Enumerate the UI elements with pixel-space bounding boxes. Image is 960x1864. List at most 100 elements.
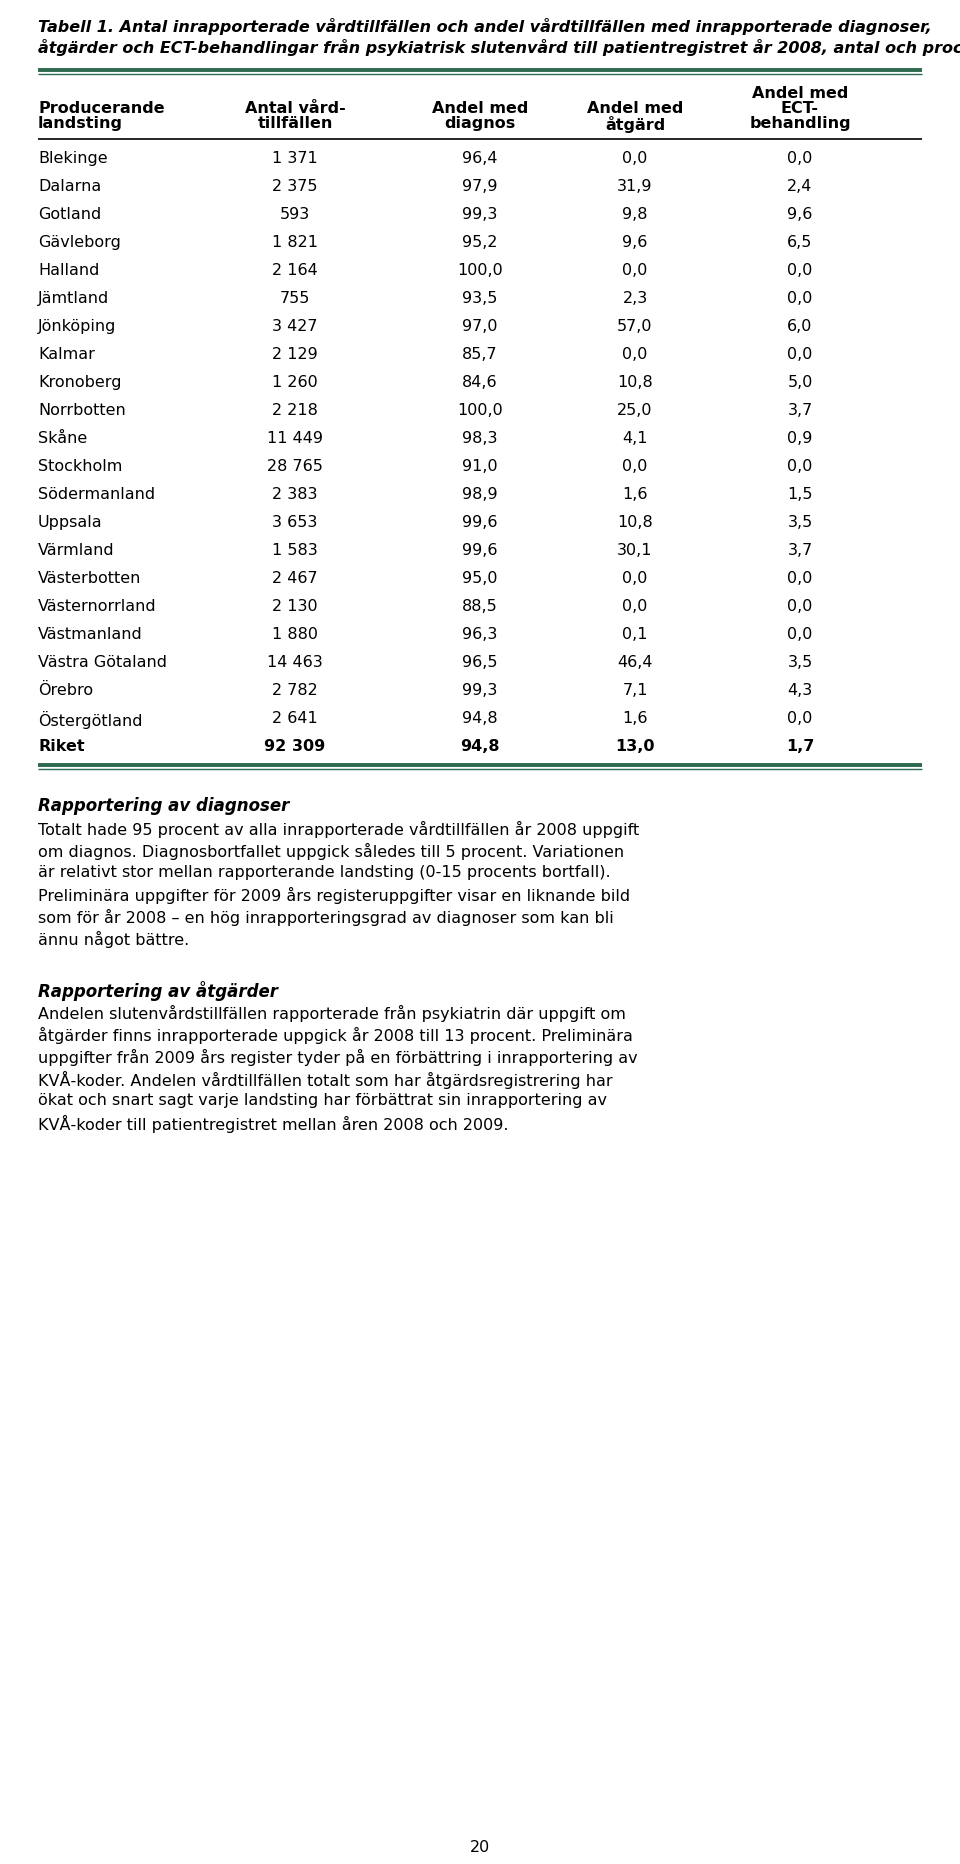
Text: ännu något bättre.: ännu något bättre. (38, 930, 189, 949)
Text: 96,3: 96,3 (463, 626, 497, 641)
Text: 97,9: 97,9 (463, 179, 497, 194)
Text: 1,6: 1,6 (622, 710, 648, 725)
Text: 4,3: 4,3 (787, 682, 812, 697)
Text: 10,8: 10,8 (617, 514, 653, 529)
Text: diagnos: diagnos (444, 116, 516, 130)
Text: 88,5: 88,5 (462, 598, 498, 613)
Text: 0,0: 0,0 (622, 598, 648, 613)
Text: 57,0: 57,0 (617, 319, 653, 334)
Text: 0,0: 0,0 (787, 291, 813, 306)
Text: Dalarna: Dalarna (38, 179, 101, 194)
Text: 2,4: 2,4 (787, 179, 813, 194)
Text: 99,6: 99,6 (463, 514, 497, 529)
Text: 1,7: 1,7 (786, 738, 814, 755)
Text: 755: 755 (279, 291, 310, 306)
Text: Rapportering av diagnoser: Rapportering av diagnoser (38, 798, 289, 815)
Text: 14 463: 14 463 (267, 654, 323, 669)
Text: uppgifter från 2009 års register tyder på en förbättring i inrapportering av: uppgifter från 2009 års register tyder p… (38, 1049, 637, 1066)
Text: Norrbotten: Norrbotten (38, 403, 126, 418)
Text: Halland: Halland (38, 263, 100, 278)
Text: 1 260: 1 260 (272, 375, 318, 390)
Text: 0,0: 0,0 (787, 570, 813, 585)
Text: 0,0: 0,0 (622, 263, 648, 278)
Text: 1 583: 1 583 (272, 542, 318, 557)
Text: Stockholm: Stockholm (38, 459, 122, 473)
Text: åtgärder finns inrapporterade uppgick år 2008 till 13 procent. Preliminära: åtgärder finns inrapporterade uppgick år… (38, 1027, 633, 1044)
Text: 3,7: 3,7 (787, 403, 812, 418)
Text: 2 375: 2 375 (273, 179, 318, 194)
Text: Andel med: Andel med (432, 101, 528, 116)
Text: 20: 20 (469, 1840, 491, 1855)
Text: 2 130: 2 130 (273, 598, 318, 613)
Text: tillfällen: tillfällen (257, 116, 333, 130)
Text: om diagnos. Diagnosbortfallet uppgick således till 5 procent. Variationen: om diagnos. Diagnosbortfallet uppgick så… (38, 843, 624, 859)
Text: Andel med: Andel med (587, 101, 684, 116)
Text: 85,7: 85,7 (462, 347, 498, 362)
Text: 2 129: 2 129 (272, 347, 318, 362)
Text: 0,1: 0,1 (622, 626, 648, 641)
Text: Blekinge: Blekinge (38, 151, 108, 166)
Text: 31,9: 31,9 (617, 179, 653, 194)
Text: 3,5: 3,5 (787, 514, 812, 529)
Text: 3,5: 3,5 (787, 654, 812, 669)
Text: behandling: behandling (749, 116, 851, 130)
Text: 100,0: 100,0 (457, 403, 503, 418)
Text: 1 880: 1 880 (272, 626, 318, 641)
Text: 9,8: 9,8 (622, 207, 648, 222)
Text: 6,0: 6,0 (787, 319, 813, 334)
Text: KVÅ-koder till patientregistret mellan åren 2008 och 2009.: KVÅ-koder till patientregistret mellan å… (38, 1115, 509, 1133)
Text: Antal vård-: Antal vård- (245, 101, 346, 116)
Text: 5,0: 5,0 (787, 375, 813, 390)
Text: 94,8: 94,8 (462, 710, 498, 725)
Text: 10,8: 10,8 (617, 375, 653, 390)
Text: Örebro: Örebro (38, 682, 93, 697)
Text: 3,7: 3,7 (787, 542, 812, 557)
Text: Uppsala: Uppsala (38, 514, 103, 529)
Text: 2 641: 2 641 (272, 710, 318, 725)
Text: Preliminära uppgifter för 2009 års registeruppgifter visar en liknande bild: Preliminära uppgifter för 2009 års regis… (38, 887, 630, 904)
Text: 28 765: 28 765 (267, 459, 323, 473)
Text: Rapportering av åtgärder: Rapportering av åtgärder (38, 980, 278, 1001)
Text: Västra Götaland: Västra Götaland (38, 654, 167, 669)
Text: 1,6: 1,6 (622, 487, 648, 501)
Text: åtgärd: åtgärd (605, 116, 665, 132)
Text: 99,6: 99,6 (463, 542, 497, 557)
Text: 593: 593 (280, 207, 310, 222)
Text: 2,3: 2,3 (622, 291, 648, 306)
Text: 97,0: 97,0 (463, 319, 497, 334)
Text: Jämtland: Jämtland (38, 291, 109, 306)
Text: Riket: Riket (38, 738, 84, 755)
Text: 13,0: 13,0 (615, 738, 655, 755)
Text: Värmland: Värmland (38, 542, 114, 557)
Text: 2 164: 2 164 (272, 263, 318, 278)
Text: ECT-: ECT- (781, 101, 819, 116)
Text: 30,1: 30,1 (617, 542, 653, 557)
Text: Skåne: Skåne (38, 431, 87, 445)
Text: 4,1: 4,1 (622, 431, 648, 445)
Text: 9,6: 9,6 (622, 235, 648, 250)
Text: 0,0: 0,0 (787, 598, 813, 613)
Text: 91,0: 91,0 (462, 459, 498, 473)
Text: 6,5: 6,5 (787, 235, 813, 250)
Text: 2 467: 2 467 (273, 570, 318, 585)
Text: Östergötland: Östergötland (38, 710, 142, 729)
Text: 0,0: 0,0 (622, 570, 648, 585)
Text: 25,0: 25,0 (617, 403, 653, 418)
Text: 0,9: 0,9 (787, 431, 813, 445)
Text: 1 821: 1 821 (272, 235, 318, 250)
Text: 11 449: 11 449 (267, 431, 323, 445)
Text: Totalt hade 95 procent av alla inrapporterade vårdtillfällen år 2008 uppgift: Totalt hade 95 procent av alla inrapport… (38, 820, 639, 839)
Text: 0,0: 0,0 (787, 626, 813, 641)
Text: Södermanland: Södermanland (38, 487, 156, 501)
Text: 1,5: 1,5 (787, 487, 813, 501)
Text: 3 653: 3 653 (273, 514, 318, 529)
Text: landsting: landsting (38, 116, 123, 130)
Text: Andel med: Andel med (752, 86, 849, 101)
Text: 7,1: 7,1 (622, 682, 648, 697)
Text: 99,3: 99,3 (463, 207, 497, 222)
Text: 9,6: 9,6 (787, 207, 813, 222)
Text: Västmanland: Västmanland (38, 626, 143, 641)
Text: 98,9: 98,9 (462, 487, 498, 501)
Text: åtgärder och ECT-behandlingar från psykiatrisk slutenvård till patientregistret : åtgärder och ECT-behandlingar från psyki… (38, 39, 960, 56)
Text: Jönköping: Jönköping (38, 319, 116, 334)
